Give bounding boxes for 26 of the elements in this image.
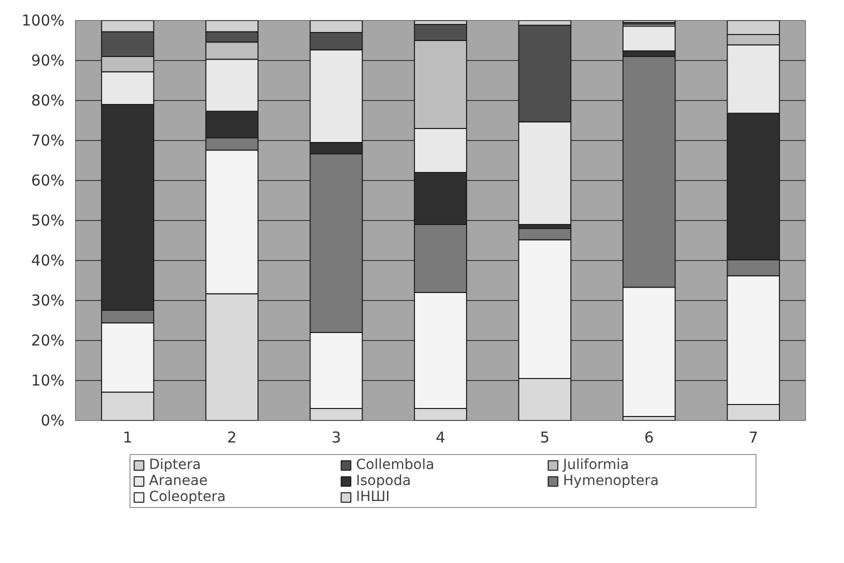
x-tick-label: 5 — [540, 428, 550, 446]
legend-label: Hymenoptera — [563, 473, 660, 489]
y-tick-label: 90% — [31, 52, 65, 70]
y-tick-label: 30% — [31, 292, 65, 310]
y-tick-label: 50% — [31, 212, 65, 230]
x-tick-label: 6 — [644, 428, 654, 446]
y-tick-label: 10% — [31, 372, 65, 390]
y-tick-label: 100% — [22, 12, 65, 30]
legend-label: Diptera — [149, 457, 202, 473]
x-tick-label: 4 — [436, 428, 446, 446]
y-tick-label: 20% — [31, 332, 65, 350]
y-tick-label: 40% — [31, 252, 65, 270]
x-tick-label: 7 — [748, 428, 758, 446]
y-tick-label: 70% — [31, 132, 65, 150]
y-tick-label: 60% — [31, 172, 65, 190]
x-tick-label: 1 — [122, 428, 132, 446]
legend-label: Isopoda — [356, 473, 412, 489]
legend-label: Collembola — [356, 457, 436, 473]
x-tick-label: 2 — [227, 428, 237, 446]
y-tick-label: 80% — [31, 92, 65, 110]
x-tick-label: 3 — [331, 428, 341, 446]
legend-label: ІНШІ — [356, 489, 391, 505]
legend-label: Coleoptera — [149, 489, 227, 505]
legend-label: Juliformia — [563, 457, 630, 473]
y-tick-label: 0% — [40, 412, 64, 430]
legend-label: Araneae — [149, 473, 209, 489]
